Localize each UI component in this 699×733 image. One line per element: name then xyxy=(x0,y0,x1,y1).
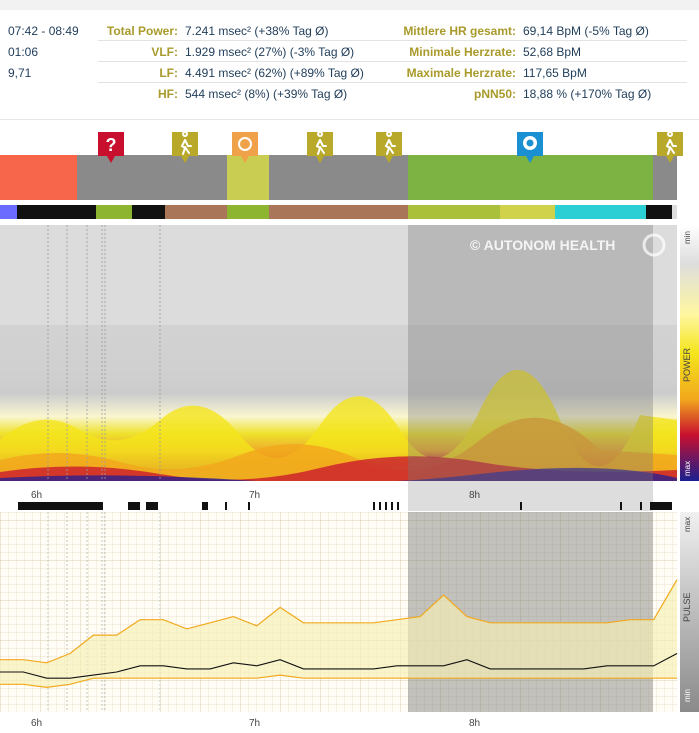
stat-value: 117,65 BpM xyxy=(523,66,587,80)
stat-value: 1.929 msec² (27%) (-3% Tag Ø) xyxy=(185,45,355,59)
watermark: © AUTONOM HEALTH xyxy=(470,237,615,253)
meal-icon[interactable] xyxy=(232,132,258,163)
stat-label: Total Power: xyxy=(106,24,178,38)
stat-label: pNN50: xyxy=(473,87,516,101)
activity-segment[interactable] xyxy=(408,155,653,200)
stat-label: Mittlere HR gesamt: xyxy=(403,24,516,38)
time-axis: 6h 7h 8h xyxy=(0,481,677,511)
stat-value: 4.491 msec² (62%) (+89% Tag Ø) xyxy=(185,66,364,80)
activity-segment[interactable] xyxy=(269,155,408,200)
section-divider xyxy=(0,119,699,120)
hrv-spectrogram: © AUTONOM HEALTH xyxy=(0,225,677,483)
legend-title: POWER xyxy=(682,347,692,382)
walking-icon[interactable] xyxy=(172,131,198,163)
pulse-legend: max PULSE min xyxy=(680,512,699,712)
pulse-mean-line xyxy=(0,653,678,679)
activity-segment[interactable] xyxy=(653,155,677,200)
time-tick-label: 6h xyxy=(31,718,42,729)
legend-min-label: min xyxy=(683,689,692,702)
stat-row: HF: 544 msec² (8%) (+39% Tag Ø) pNN50: 1… xyxy=(0,83,699,104)
stat-value: 69,14 BpM (-5% Tag Ø) xyxy=(523,24,649,38)
stat-value: 52,68 BpM xyxy=(523,45,582,59)
activity-segment[interactable] xyxy=(227,155,269,200)
walking-icon[interactable] xyxy=(376,131,402,163)
time-tick-label: 6h xyxy=(31,490,42,501)
stat-row: 9,71 LF: 4.491 msec² (62%) (+89% Tag Ø) … xyxy=(0,62,699,83)
stat-label: LF: xyxy=(159,66,178,80)
mental-activity-icon[interactable] xyxy=(517,132,543,163)
time-tick-label: 7h xyxy=(249,490,260,501)
legend-min-label: min xyxy=(683,231,692,244)
activity-segment[interactable] xyxy=(77,155,227,200)
stat-value: 7.241 msec² (+38% Tag Ø) xyxy=(185,24,329,38)
power-legend: min POWER max xyxy=(680,225,699,481)
pulse-max-line xyxy=(0,579,678,664)
stat-label: VLF: xyxy=(151,45,178,59)
score-value: 9,71 xyxy=(8,66,32,80)
activity-segment[interactable] xyxy=(0,155,77,200)
walking-icon[interactable] xyxy=(307,131,333,163)
stat-value: 18,88 % (+170% Tag Ø) xyxy=(523,87,652,101)
top-bar xyxy=(0,0,699,10)
time-tick-label: 7h xyxy=(249,718,260,729)
legend-max-label: max xyxy=(683,517,692,532)
pulse-chart xyxy=(0,512,678,712)
stat-label: Maximale Herzrate: xyxy=(406,66,516,80)
stat-value: 544 msec² (8%) (+39% Tag Ø) xyxy=(185,87,348,101)
pulse-range-area xyxy=(0,579,677,688)
stat-label: HF: xyxy=(158,87,178,101)
time-tick-label: 8h xyxy=(469,718,480,729)
legend-max-label: max xyxy=(683,461,692,476)
svg-text:?: ? xyxy=(106,135,117,155)
pulse-min-line xyxy=(0,674,677,689)
stat-label: Minimale Herzrate: xyxy=(409,45,516,59)
time-tick-label: 8h xyxy=(469,490,480,501)
stat-row: 01:06 VLF: 1.929 msec² (27%) (-3% Tag Ø)… xyxy=(0,41,699,62)
stats-panel: 07:42 - 08:49 Total Power: 7.241 msec² (… xyxy=(0,20,699,108)
activity-markers: ? xyxy=(98,131,683,163)
time-axis: 6h 7h 8h xyxy=(31,718,480,729)
watermark-logo-icon xyxy=(642,233,666,257)
state-band xyxy=(0,205,677,219)
legend-title: PULSE xyxy=(682,592,692,622)
selection-overlay[interactable] xyxy=(408,225,653,481)
unknown-activity-icon[interactable]: ? xyxy=(98,132,124,163)
walking-icon[interactable] xyxy=(657,131,683,163)
duration: 01:06 xyxy=(8,45,39,59)
stat-row: 07:42 - 08:49 Total Power: 7.241 msec² (… xyxy=(0,20,699,41)
time-range: 07:42 - 08:49 xyxy=(8,24,79,38)
activity-band xyxy=(0,155,677,200)
